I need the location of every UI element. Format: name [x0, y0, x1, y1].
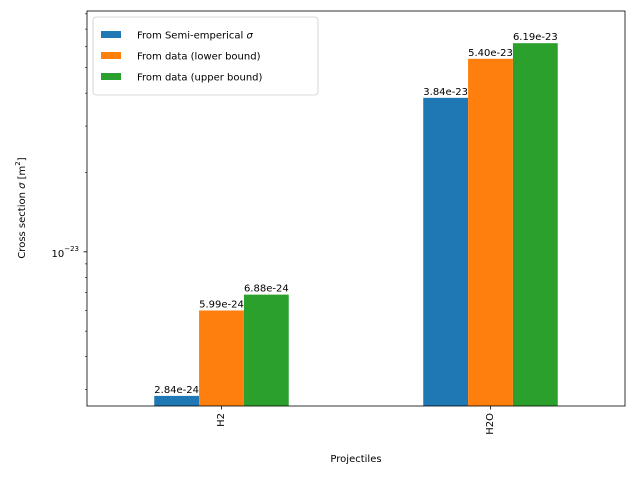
legend: From Semi-emperical σ From data (lower b… — [92, 16, 319, 96]
bars-layer — [154, 43, 558, 407]
y-major-tick: 10−23 — [51, 245, 87, 260]
data-label-h2o-series-1: 3.84e-23 — [423, 87, 468, 98]
data-label-h2o-series-2: 5.40e-23 — [468, 48, 513, 59]
data-labels-layer: 2.84e-24 5.99e-246.88e-24 3.84e-23 5.40e-23… — [154, 32, 557, 396]
data-label-h2-series-1: 2.84e-24 — [154, 385, 199, 396]
bar-h2-series-2 — [199, 310, 244, 406]
bar-h2o-series-1 — [423, 97, 469, 406]
data-label-h2-series-2: 5.99e-24 — [199, 299, 244, 310]
y-major-tick-exponent: −23 — [64, 245, 79, 253]
legend-swatch-upper-bound — [101, 73, 121, 80]
bar-h2-series-3 — [243, 294, 289, 406]
x-axis-label: Projectiles — [330, 454, 381, 465]
y-axis-label: Cross section σ [m2] — [14, 157, 28, 258]
legend-swatch-semi-empirical — [101, 31, 121, 38]
x-axis-ticks: H2 H2O — [216, 406, 496, 435]
x-tick-label-h2: H2 — [216, 413, 227, 427]
legend-swatch-lower-bound — [101, 52, 121, 59]
legend-label-upper-bound: From data (upper bound) — [137, 73, 263, 84]
data-label-h2o-series-3: 6.19e-23 — [513, 32, 558, 43]
bar-h2o-series-3 — [512, 43, 558, 407]
bar-h2-series-1 — [154, 395, 200, 406]
x-tick-label-h2o: H2O — [485, 413, 496, 435]
legend-label-semi-empirical: From Semi-emperical σ — [137, 31, 253, 42]
legend-label-lower-bound: From data (lower bound) — [137, 52, 261, 63]
y-major-tick-base: 10 — [51, 249, 64, 260]
data-label-h2-series-3: 6.88e-24 — [244, 284, 289, 295]
plot-area-frame — [86, 10, 626, 407]
y-major-tick-label: 10−23 — [51, 245, 79, 260]
bar-h2o-series-2 — [468, 58, 513, 407]
legend-frame — [92, 16, 319, 96]
